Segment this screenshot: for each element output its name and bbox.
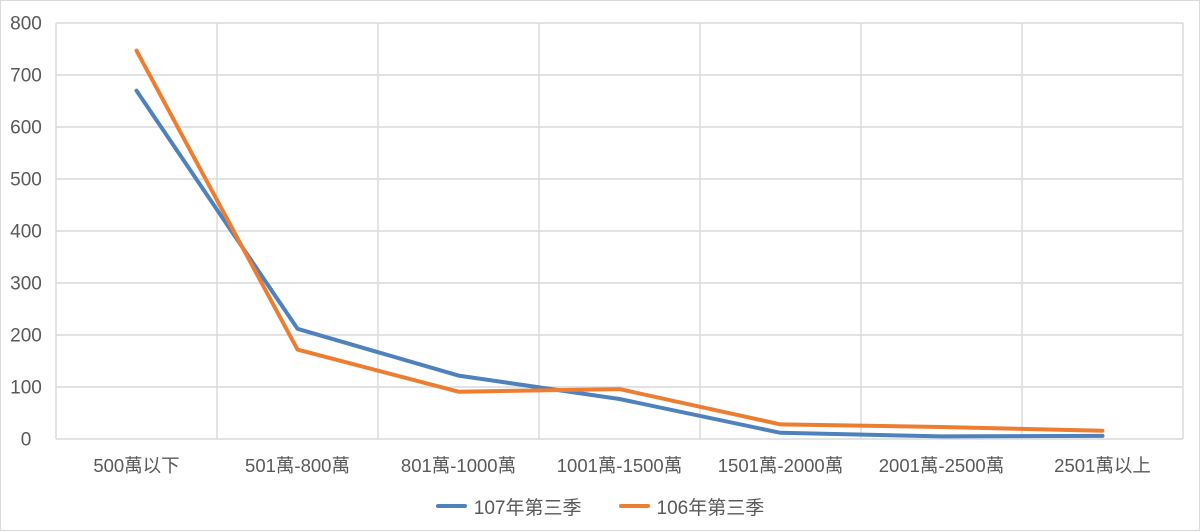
y-axis-tick-label: 200 bbox=[10, 326, 42, 347]
y-axis-tick-label: 700 bbox=[10, 66, 42, 87]
x-axis-category-label: 2001萬-2500萬 bbox=[879, 455, 1004, 476]
y-axis-tick-label: 600 bbox=[10, 118, 42, 139]
x-axis-category-label: 500萬以下 bbox=[93, 455, 179, 476]
x-axis-category-label: 501萬-800萬 bbox=[245, 455, 350, 476]
legend-item-series-1: 107年第三季 bbox=[435, 493, 582, 520]
series-line-2 bbox=[134, 48, 1105, 433]
series-line-1 bbox=[134, 88, 1105, 439]
legend-label: 106年第三季 bbox=[656, 497, 765, 519]
y-axis-tick-label: 400 bbox=[10, 222, 42, 243]
legend-line-marker bbox=[435, 504, 467, 508]
legend-line-marker bbox=[618, 504, 650, 508]
legend-label: 107年第三季 bbox=[473, 497, 582, 519]
chart-legend: 107年第三季 106年第三季 bbox=[1, 493, 1199, 519]
x-axis-category-label: 2501萬以上 bbox=[1054, 455, 1151, 476]
x-axis-category-label: 1501萬-2000萬 bbox=[718, 455, 843, 476]
y-axis-tick-label: 0 bbox=[21, 430, 32, 451]
y-axis-tick-label: 300 bbox=[10, 274, 42, 295]
y-axis-tick-label: 800 bbox=[10, 14, 42, 35]
legend-item-series-2: 106年第三季 bbox=[618, 493, 765, 520]
y-axis-tick-label: 100 bbox=[10, 378, 42, 399]
y-axis-tick-label: 500 bbox=[10, 170, 42, 191]
x-axis-category-label: 801萬-1000萬 bbox=[401, 455, 516, 476]
x-axis-category-label: 1001萬-1500萬 bbox=[557, 455, 682, 476]
